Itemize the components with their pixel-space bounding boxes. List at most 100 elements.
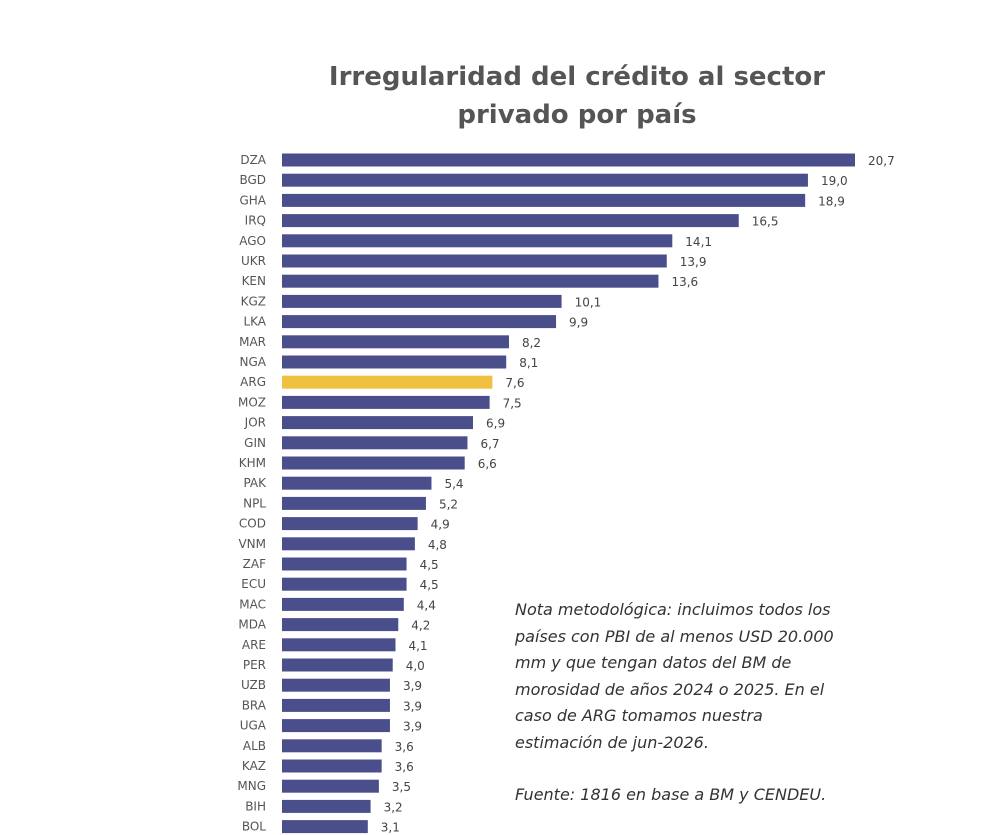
bar-bgd [282,173,808,187]
bar-bih [282,799,371,813]
chart-title-line-2: privado por país [457,100,697,130]
chart-title: Irregularidad del crédito al sector priv… [270,58,884,134]
value-label-are: 4,1 [408,639,427,653]
methodology-note: Nota metodológica: incluimos todos los p… [515,597,895,756]
value-label-ken: 13,6 [671,275,698,289]
bar-moz [282,395,490,409]
category-label-uzb: UZB [241,678,266,692]
value-label-pak: 5,4 [444,477,463,491]
bar-ken [282,274,659,288]
value-label-zaf: 4,5 [420,558,439,572]
bar-uga [282,719,390,733]
category-label-gha: GHA [239,193,266,207]
value-label-alb: 3,6 [395,740,414,754]
category-label-per: PER [243,658,266,672]
category-label-bgd: BGD [239,173,266,187]
category-label-mng: MNG [237,779,266,793]
bar-per [282,658,393,672]
value-label-nga: 8,1 [519,356,538,370]
value-label-lka: 9,9 [569,316,588,330]
bar-ecu [282,577,407,591]
bar-mng [282,779,379,793]
value-label-arg: 7,6 [505,376,524,390]
bar-alb [282,739,382,753]
category-label-npl: NPL [243,496,266,510]
value-label-khm: 6,6 [478,457,497,471]
note-line-3: mm y que tengan datos del BM de [515,653,792,672]
value-label-ecu: 4,5 [420,578,439,592]
bar-mar [282,335,509,349]
note-line-1: Nota metodológica: incluimos todos los [515,600,831,619]
value-label-jor: 6,9 [486,417,505,431]
value-label-ago: 14,1 [685,235,712,249]
category-label-arg: ARG [240,375,266,389]
value-label-gin: 6,7 [480,437,499,451]
category-label-pak: PAK [243,476,267,490]
value-label-uzb: 3,9 [403,679,422,693]
category-label-bra: BRA [242,698,267,712]
bar-uzb [282,678,390,692]
category-label-lka: LKA [243,315,266,329]
category-label-zaf: ZAF [243,557,266,571]
value-label-irq: 16,5 [752,215,779,229]
bar-irq [282,214,739,228]
value-label-dza: 20,7 [868,154,895,168]
bar-kaz [282,759,382,773]
note-line-2: países con PBI de al menos USD 20.000 [515,626,834,646]
value-label-ukr: 13,9 [680,255,707,269]
bar-vnm [282,537,415,551]
value-label-mac: 4,4 [417,598,436,612]
bar-zaf [282,557,407,571]
category-label-uga: UGA [240,719,267,733]
category-label-vnm: VNM [238,537,266,551]
value-label-npl: 5,2 [439,497,458,511]
bar-cod [282,517,418,531]
value-label-mda: 4,2 [411,619,430,633]
bar-mac [282,597,404,611]
note-line-4: morosidad de años 2024 o 2025. En el [515,679,825,699]
value-label-bgd: 19,0 [821,174,848,188]
bar-kgz [282,294,562,308]
category-label-bih: BIH [245,799,266,813]
category-label-irq: IRQ [245,214,266,228]
category-label-dza: DZA [240,153,266,167]
note-line-6: estimación de jun-2026. [515,732,709,752]
bar-arg [282,375,493,389]
value-label-bra: 3,9 [403,699,422,713]
bar-khm [282,456,465,470]
value-label-kgz: 10,1 [575,295,602,309]
value-label-kaz: 3,6 [395,760,414,774]
value-label-mar: 8,2 [522,336,541,350]
note-line-5: caso de ARG tomamos nuestra [515,706,763,725]
category-label-mar: MAR [239,335,266,349]
category-label-ken: KEN [242,274,266,288]
value-label-cod: 4,9 [431,518,450,532]
bar-npl [282,496,426,510]
category-label-gin: GIN [244,436,266,450]
category-label-mac: MAC [239,597,266,611]
bar-pak [282,476,432,490]
bar-gin [282,436,468,450]
category-label-ago: AGO [239,234,266,248]
value-label-vnm: 4,8 [428,538,447,552]
category-label-kaz: KAZ [242,759,266,773]
bar-lka [282,315,557,329]
value-label-uga: 3,9 [403,720,422,734]
value-label-gha: 18,9 [818,194,845,208]
category-label-kgz: KGZ [241,294,266,308]
category-label-nga: NGA [240,355,267,369]
value-label-bih: 3,2 [384,800,403,814]
value-label-per: 4,0 [406,659,425,673]
value-label-moz: 7,5 [503,396,522,410]
category-label-ukr: UKR [241,254,266,268]
bar-nga [282,355,507,369]
chart-title-line-1: Irregularidad del crédito al sector [328,62,826,92]
category-label-moz: MOZ [238,395,266,409]
category-label-bol: BOL [242,820,266,834]
category-label-ecu: ECU [241,577,266,591]
category-label-cod: COD [239,517,266,531]
bar-bol [282,820,368,834]
bar-bra [282,698,390,712]
bar-are [282,638,396,652]
